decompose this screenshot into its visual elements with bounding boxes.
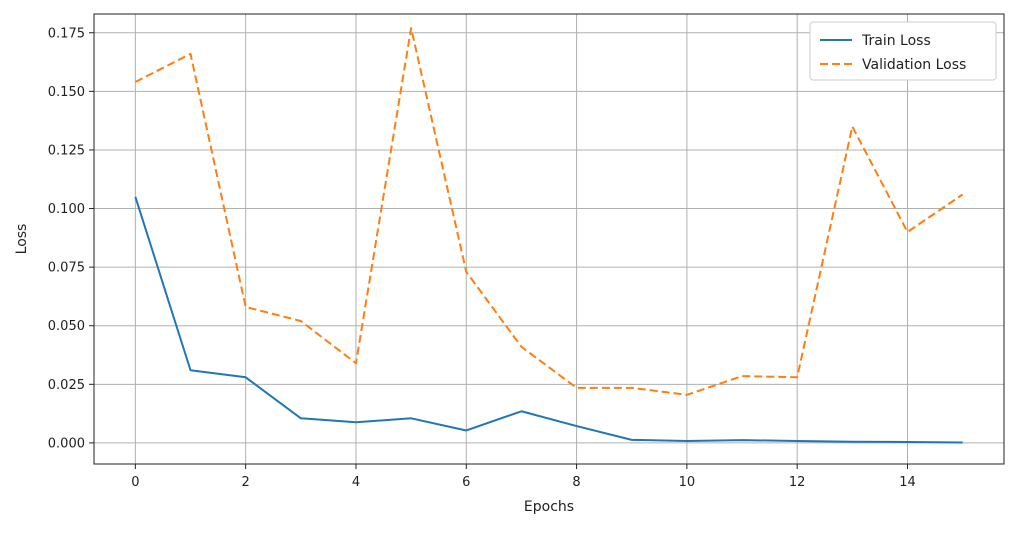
plot-frame [93,13,1005,465]
y-tick-label: 0.000 [48,436,85,451]
y-tick-label: 0.075 [48,261,85,276]
ticks: 0 2 4 6 8 10 12 14 0.000 0.025 0.050 0.075 0.100 0.12… [48,26,916,490]
y-axis-label: Loss [14,224,30,255]
y-tick-label: 0.150 [48,85,85,100]
x-axis-label: Epochs [524,499,574,515]
x-tick-label: 2 [242,475,250,490]
legend-box [809,21,997,81]
series-layer [134,27,964,444]
grid [94,14,1004,464]
x-tick-label: 14 [899,475,916,490]
y-tick-label: 0.125 [48,143,85,158]
y-tick-label: 0.025 [48,378,85,393]
series-line-validation-loss [134,27,964,396]
x-tick-label: 4 [352,475,360,490]
legend-label: Train Loss [861,33,931,49]
y-tick-label: 0.175 [48,26,85,41]
y-tick-label: 0.050 [48,319,85,334]
x-tick-label: 8 [572,475,580,490]
x-tick-label: 12 [789,475,806,490]
x-tick-label: 6 [462,475,470,490]
x-tick-label: 0 [131,475,139,490]
legend-entries: Train Loss Validation Loss [820,33,966,73]
legend-label: Validation Loss [862,57,966,73]
x-tick-label: 10 [679,475,696,490]
legend: Train Loss Validation Loss [809,21,997,81]
series-line-train-loss [134,196,963,444]
y-tick-label: 0.100 [48,202,85,217]
